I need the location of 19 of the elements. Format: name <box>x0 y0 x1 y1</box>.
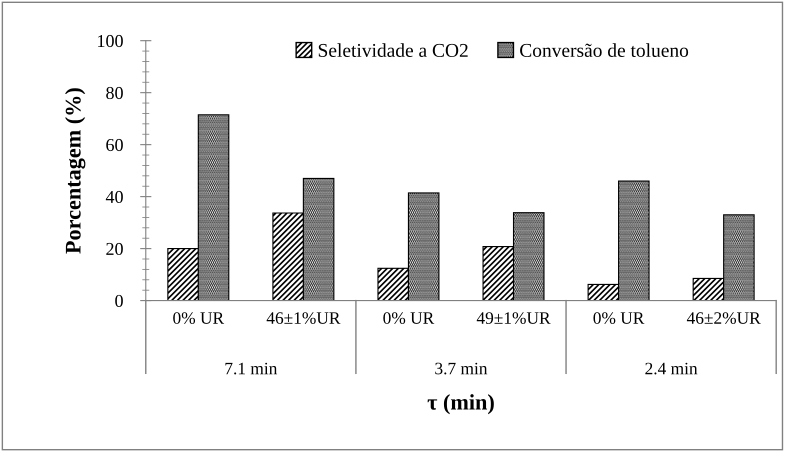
x-tick-label: 49±1%UR <box>476 312 551 324</box>
x-tick-label: 0% UR <box>593 312 644 324</box>
y-tick-label: 60 <box>106 138 123 152</box>
y-tick-label: 80 <box>106 86 123 100</box>
y-tick-label: 20 <box>106 242 123 256</box>
x-tick-label: 0% UR <box>383 312 434 324</box>
legend-label: Seletividade a CO2 <box>318 43 468 57</box>
x-tick-label: 0% UR <box>173 312 224 324</box>
y-tick-label: 40 <box>106 190 123 204</box>
y-axis-title: Porcentagem (%) <box>65 88 86 254</box>
y-tick-label: 100 <box>98 34 123 48</box>
y-tick-label: 0 <box>115 294 123 308</box>
x-axis-title: τ (min) <box>428 394 494 414</box>
legend-label: Conversão de tolueno <box>520 43 688 57</box>
x-tick-label: 46±1%UR <box>266 312 340 324</box>
x-tick-label: 46±2%UR <box>686 312 761 324</box>
text: 2.4 min <box>645 362 698 374</box>
text: 3.7 min <box>435 362 488 374</box>
text: 7.1 min <box>225 362 278 374</box>
